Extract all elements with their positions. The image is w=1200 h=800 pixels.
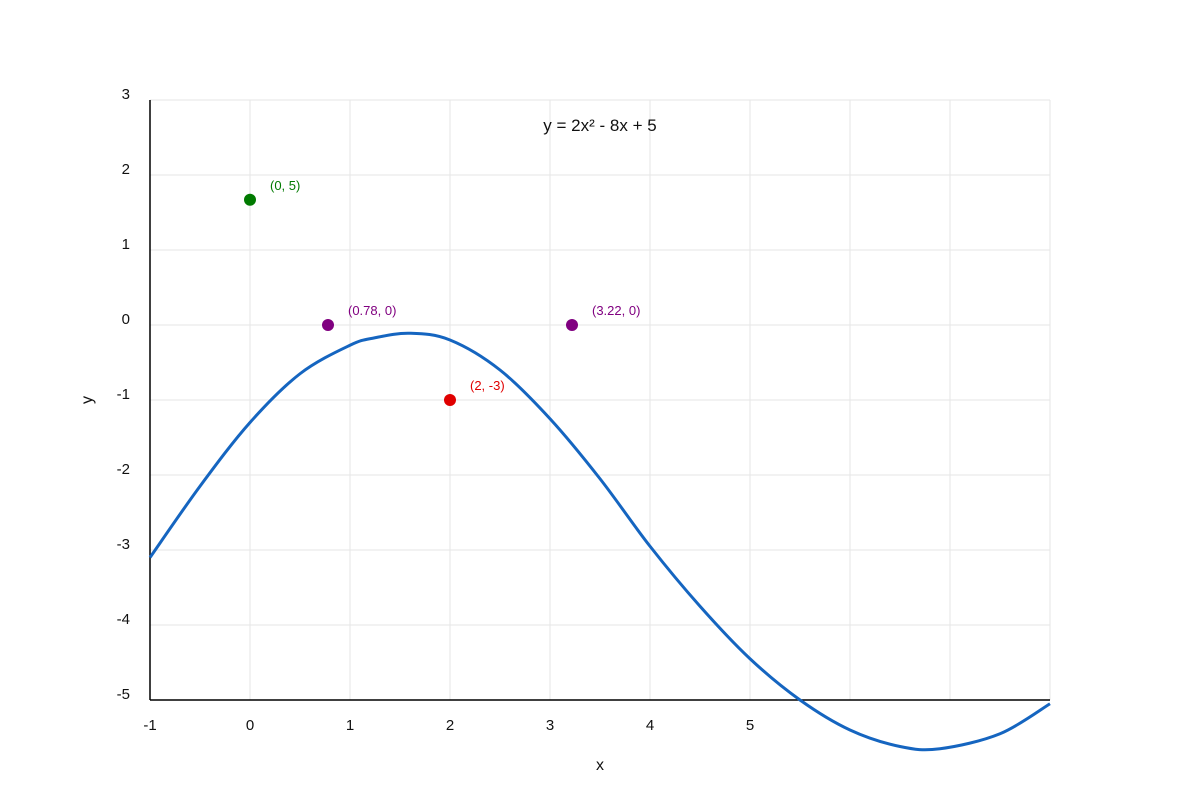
axes (149, 100, 1050, 701)
data-point (322, 319, 334, 331)
y-tick-label: 3 (122, 86, 130, 103)
y-tick-labels: 3 2 1 0 -1 -2 -3 -4 -5 (117, 86, 130, 703)
data-point-label: (2, -3) (470, 378, 505, 393)
x-tick-label: 5 (746, 717, 754, 734)
series (148, 331, 1051, 752)
x-axis-title: x (596, 757, 604, 774)
y-tick-label: 2 (122, 161, 130, 178)
data-point-label: (0, 5) (270, 178, 300, 193)
x-tick-label: 0 (246, 717, 254, 734)
data-point-label: (0.78, 0) (348, 303, 396, 318)
data-point-label: (3.22, 0) (592, 303, 640, 318)
y-tick-label: -4 (117, 611, 130, 628)
y-tick-label: 0 (122, 311, 130, 328)
data-point (566, 319, 578, 331)
data-point (444, 394, 456, 406)
y-tick-label: -3 (117, 536, 130, 553)
y-tick-label: -5 (117, 686, 130, 703)
data-point (244, 193, 256, 206)
y-axis-title: y (79, 396, 96, 404)
points: (0, 5) (0.78, 0) (3.22, 0) (2, -3) (244, 178, 640, 406)
x-tick-label: 3 (546, 717, 554, 734)
grid (150, 99, 1051, 700)
y-tick-label: 1 (122, 236, 130, 253)
chart-title: y = 2x² - 8x + 5 (543, 116, 656, 135)
x-tick-label: -1 (143, 717, 156, 734)
x-tick-label: 1 (346, 717, 354, 734)
y-tick-label: -2 (117, 461, 130, 478)
x-tick-labels: -1 0 1 2 3 4 5 (143, 717, 754, 734)
x-tick-label: 2 (446, 717, 454, 734)
y-tick-label: -1 (117, 386, 130, 403)
x-tick-label: 4 (646, 717, 654, 734)
curve-line (148, 331, 1051, 752)
